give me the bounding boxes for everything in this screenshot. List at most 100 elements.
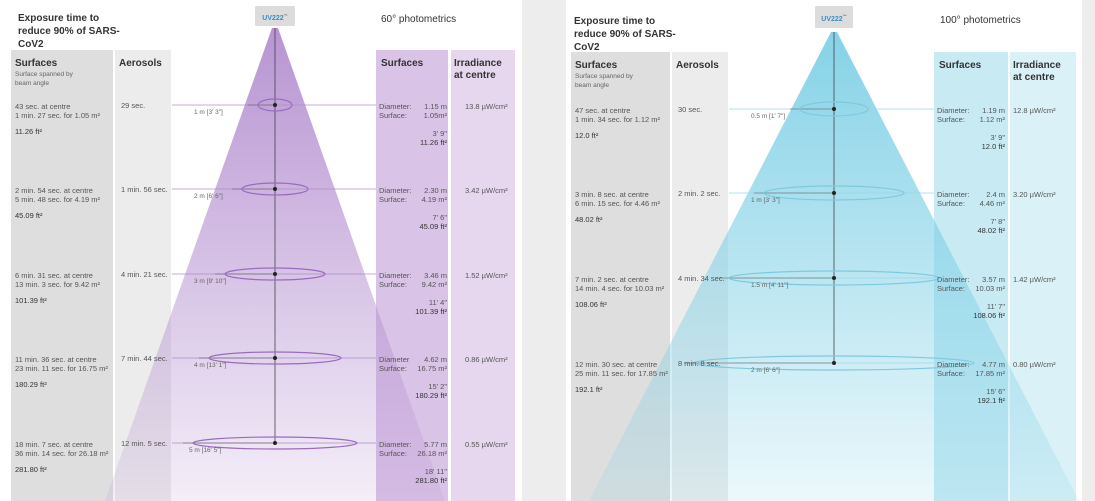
surfaces-column: [11, 50, 113, 501]
aerosol-time: 8 min. 8 sec.: [678, 359, 721, 368]
distance-label: 2 m [6' 6"]: [751, 367, 780, 374]
irradiance-value: 1.42 µW/cm²: [1013, 275, 1056, 284]
lamp-label: UV222™: [821, 14, 847, 24]
surface-sqft: 108.06 ft²: [973, 311, 1005, 320]
time-at-centre: 3 min. 8 sec. at centre: [575, 190, 649, 199]
irradiance-value: 3.20 µW/cm²: [1013, 190, 1056, 199]
diameter-value: 1.15 m: [424, 102, 447, 111]
lamp-trademark: ™: [842, 14, 847, 19]
panel-title: Exposure time to reduce 90% of SARS-CoV2: [574, 16, 676, 53]
distance-label: 1 m [3' 3"]: [751, 197, 780, 204]
time-for-area: 36 min. 14 sec. for 26.18 m²: [15, 449, 109, 458]
time-at-centre: 2 min. 54 sec. at centre: [15, 186, 93, 195]
diameter-label: Diameter:: [379, 186, 412, 195]
surface-sqft: 180.29 ft²: [415, 391, 447, 400]
measure-point: [832, 361, 836, 365]
diameter-value: 3.57 m: [982, 275, 1005, 284]
diameter-label: Diameter:: [937, 360, 970, 369]
area-sqft: 48.02 ft²: [575, 215, 603, 224]
aerosol-time: 2 min. 2 sec.: [678, 189, 721, 198]
diameter-value: 4.77 m: [982, 360, 1005, 369]
photometrics-panel-100: UV222™ Exposure time to reduce 90% of SAR…: [566, 0, 1082, 501]
surface-value: 26.18 m²: [417, 449, 447, 458]
beam-diagram: [105, 28, 445, 501]
diameter-value: 2.30 m: [424, 186, 447, 195]
irradiance-value: 0.55 µW/cm²: [465, 440, 508, 449]
aerosol-time: 4 min. 21 sec.: [121, 270, 168, 279]
distance-label: 3 m [9' 10"]: [194, 278, 227, 285]
diameter-feet: 7' 6": [432, 213, 447, 222]
measure-point: [273, 441, 277, 445]
measure-point: [832, 276, 836, 280]
surface-label: Surface:: [379, 280, 407, 289]
aerosol-time: 7 min. 44 sec.: [121, 354, 168, 363]
irradiance-value: 0.80 µW/cm²: [1013, 360, 1056, 369]
lamp-name: UV222: [821, 16, 843, 24]
diameter-label: Diameter:: [379, 102, 412, 111]
surface-sqft: 45.09 ft²: [419, 222, 447, 231]
time-at-centre: 18 min. 7 sec. at centre: [15, 440, 93, 449]
aerosol-time: 4 min. 34 sec.: [678, 274, 725, 283]
time-for-area: 1 min. 34 sec. for 1.12 m²: [575, 115, 661, 124]
lamp-icon: UV222™: [815, 6, 853, 28]
surface-value: 1.12 m²: [979, 115, 1005, 124]
surface-label: Surface:: [937, 199, 965, 208]
surface-label: Surface:: [379, 364, 407, 373]
surface-value: 4.46 m²: [979, 199, 1005, 208]
photometrics-panel-60: UV222™ Exposure time to reduce 90% of SAR…: [0, 0, 522, 501]
beam-ring: [693, 355, 975, 371]
area-sqft: 281.80 ft²: [15, 465, 47, 474]
surface-sqft: 12.0 ft²: [981, 142, 1005, 151]
area-sqft: 101.39 ft²: [15, 296, 47, 305]
surfaces-header: Surfaces: [575, 60, 618, 71]
irradiance-header: Irradiance at centre: [454, 58, 502, 81]
lamp-icon: UV222™: [255, 6, 295, 26]
distance-label: 5 m [16' 5"]: [189, 447, 222, 454]
beam-ring: [241, 182, 309, 196]
distance-label: 4 m [13' 1"]: [194, 362, 227, 369]
diameter-value: 1.19 m: [982, 106, 1005, 115]
measure-point: [273, 103, 277, 107]
diameter-value: 4.62 m: [424, 355, 447, 364]
photometrics-label: 100° photometrics: [940, 15, 1021, 26]
time-for-area: 23 min. 11 sec. for 16.75 m²: [15, 364, 108, 373]
area-sqft: 192.1 ft²: [575, 385, 603, 394]
surface-label: Surface:: [937, 284, 965, 293]
irradiance-column: [451, 50, 515, 501]
distance-label: 0.5 m [1' 7"]: [751, 113, 786, 120]
right-surfaces-header: Surfaces: [939, 60, 982, 71]
time-at-centre: 7 min. 2 sec. at centre: [575, 275, 649, 284]
beam-diagram: [589, 32, 1079, 501]
surfaces-subheader: Surface spanned by beam angle: [15, 71, 73, 87]
panel-title: Exposure time to reduce 90% of SARS-CoV2: [18, 13, 120, 50]
measure-point: [832, 191, 836, 195]
surfaces-header: Surfaces: [15, 58, 58, 69]
time-for-area: 14 min. 4 sec. for 10.03 m²: [575, 284, 665, 293]
beam-ring: [208, 351, 342, 365]
surface-value: 10.03 m²: [975, 284, 1005, 293]
area-sqft: 11.26 ft²: [15, 127, 42, 136]
aerosols-header: Aerosols: [676, 60, 719, 71]
irradiance-value: 3.42 µW/cm²: [465, 186, 508, 195]
diameter-label: Diameter:: [937, 190, 970, 199]
surfaces-subheader: Surface spanned by beam angle: [575, 73, 633, 89]
diameter-value: 5.77 m: [424, 440, 447, 449]
measure-point: [273, 187, 277, 191]
surface-sqft: 101.39 ft²: [415, 307, 447, 316]
surface-label: Surface:: [379, 449, 407, 458]
diameter-feet: 18' 11": [424, 467, 447, 476]
surface-label: Surface:: [937, 115, 965, 124]
area-sqft: 108.06 ft²: [575, 300, 607, 309]
distance-label: 1.5 m [4' 11"]: [751, 282, 789, 289]
diameter-label: Diameter:: [937, 275, 970, 284]
time-for-area: 25 min. 11 sec. for 17.85 m²: [575, 369, 668, 378]
measure-point: [273, 356, 277, 360]
beam-ring: [728, 270, 940, 286]
diameter-feet: 3' 9": [432, 129, 447, 138]
diameter-label: Diameter:: [379, 440, 412, 449]
diameter-feet: 15' 6": [986, 387, 1005, 396]
time-for-area: 5 min. 48 sec. for 4.19 m²: [15, 195, 101, 204]
measure-point: [832, 107, 836, 111]
surface-label: Surface:: [379, 111, 407, 120]
irradiance-value: 13.8 µW/cm²: [465, 102, 508, 111]
